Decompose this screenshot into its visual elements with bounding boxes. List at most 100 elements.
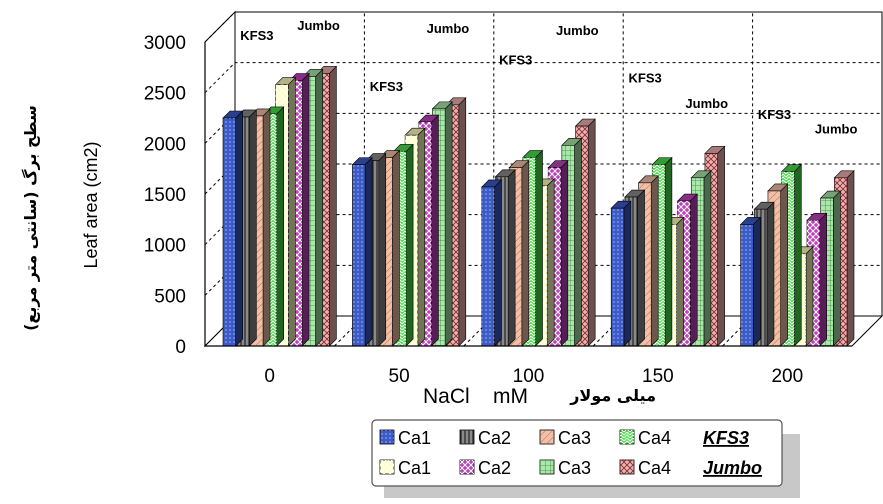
bar-side bbox=[249, 109, 257, 347]
y-gridline bbox=[204, 11, 882, 43]
bar-annotation: Jumbo bbox=[685, 96, 728, 111]
bar-annotation: KFS3 bbox=[499, 52, 532, 67]
bar-side bbox=[574, 137, 582, 347]
legend-swatch-pattern bbox=[540, 430, 554, 444]
bar-side bbox=[752, 216, 761, 347]
bar-side bbox=[507, 169, 516, 347]
legend-label: Ca1 bbox=[398, 458, 431, 478]
bar-side bbox=[794, 163, 802, 347]
x-tick-label: 0 bbox=[264, 366, 275, 387]
legend-label: Ca4 bbox=[638, 458, 671, 478]
bar bbox=[222, 110, 244, 347]
bar-annotation: KFS3 bbox=[240, 28, 273, 43]
x-tick-label: 200 bbox=[771, 366, 803, 387]
legend-swatch-pattern bbox=[380, 460, 394, 474]
legend-swatch-pattern bbox=[540, 460, 554, 474]
bar-side bbox=[676, 216, 684, 347]
bar-pattern bbox=[740, 224, 754, 346]
bar-side bbox=[703, 170, 712, 347]
bar-side bbox=[717, 145, 725, 347]
y-tick-label: 3000 bbox=[144, 33, 186, 54]
bar-side bbox=[405, 143, 414, 347]
legend-group-label: Jumbo bbox=[703, 458, 762, 478]
y-tick-labels: 0 500 1000 1500 2000 2500 3000 bbox=[144, 33, 186, 358]
bar bbox=[351, 156, 373, 347]
bar-annotation: KFS3 bbox=[628, 71, 661, 86]
y-axis-title-persian: سطح برگ (سانتی متر مربع) bbox=[21, 105, 40, 331]
bar-annotation: KFS3 bbox=[758, 107, 791, 122]
bar-annotation: Jumbo bbox=[556, 23, 599, 38]
bar-side bbox=[262, 108, 271, 347]
bar-side bbox=[329, 65, 337, 347]
x-tick-label: 50 bbox=[389, 366, 410, 387]
y-tick-label: 2500 bbox=[144, 84, 186, 105]
bar-side bbox=[364, 156, 373, 347]
bar-annotation: Jumbo bbox=[427, 21, 470, 36]
bar-side bbox=[521, 159, 530, 347]
y-tick-label: 0 bbox=[175, 337, 186, 358]
bar-annotation: Jumbo bbox=[815, 121, 858, 136]
y-gridline bbox=[204, 62, 882, 94]
bar-side bbox=[535, 149, 543, 347]
y-tick-label: 1500 bbox=[144, 185, 186, 206]
legend-label: Ca1 bbox=[398, 428, 431, 448]
bar-side bbox=[235, 110, 243, 347]
bar-side bbox=[766, 201, 775, 347]
bar-side bbox=[560, 159, 569, 347]
bar-pattern bbox=[611, 208, 624, 346]
legend-swatch-pattern bbox=[620, 430, 634, 444]
x-axis-title-persian: میلی مولار bbox=[569, 386, 656, 405]
x-tick-label: 150 bbox=[642, 366, 674, 387]
legend-label: Ca3 bbox=[558, 428, 591, 448]
x-tick-labels: 0 50 100 150 200 bbox=[264, 366, 803, 387]
legend-swatch-pattern bbox=[460, 460, 474, 474]
bar-pattern bbox=[223, 118, 236, 346]
legend: Ca1 Ca2 Ca3 Ca4 KFS3 Ca1 Ca2 Ca3 Ca4 Jumbo bbox=[371, 419, 800, 498]
y-axis-title: Leaf area (cm2) bbox=[81, 141, 101, 268]
bar-pattern bbox=[481, 186, 495, 346]
legend-label: Ca2 bbox=[478, 458, 511, 478]
bar-annotation: KFS3 bbox=[370, 79, 403, 94]
y-tick-label: 2000 bbox=[144, 134, 186, 155]
bar-side bbox=[444, 101, 453, 347]
bar-side bbox=[458, 97, 467, 347]
legend-label: Ca3 bbox=[558, 458, 591, 478]
bar-side bbox=[494, 179, 502, 347]
bar-side bbox=[587, 118, 596, 347]
bar-side bbox=[780, 183, 788, 347]
bar-side bbox=[833, 190, 841, 347]
legend-swatch-pattern bbox=[460, 430, 474, 444]
bar-annotation: Jumbo bbox=[297, 18, 340, 33]
x-tick-label: 100 bbox=[513, 366, 545, 387]
bar-side bbox=[546, 178, 555, 347]
legend-label: Ca4 bbox=[638, 428, 671, 448]
bar bbox=[739, 216, 761, 347]
bar-side bbox=[637, 189, 645, 347]
bar-side bbox=[805, 246, 814, 347]
bar-side bbox=[392, 149, 400, 347]
bar-side bbox=[378, 152, 387, 347]
bar bbox=[481, 179, 503, 347]
y-tick-label: 1000 bbox=[144, 236, 186, 257]
bar-side bbox=[846, 170, 855, 347]
bar-side bbox=[623, 200, 632, 347]
x-axis-title: NaCl mM bbox=[423, 385, 528, 408]
bar-side bbox=[664, 156, 673, 347]
legend-swatch-pattern bbox=[380, 430, 394, 444]
legend-swatch-pattern bbox=[620, 460, 634, 474]
bar-side bbox=[689, 193, 698, 347]
bar-side bbox=[288, 76, 296, 347]
bar-side bbox=[315, 68, 324, 347]
bar-pattern bbox=[352, 164, 366, 346]
bar-annotations: KFS3 Jumbo KFS3 Jumbo KFS3 Jumbo KFS3 Jumbo KFS3… bbox=[240, 18, 857, 136]
bar-side bbox=[819, 212, 827, 347]
legend-group-label: KFS3 bbox=[703, 428, 749, 448]
bar-side bbox=[650, 175, 659, 347]
y-tick-label: 500 bbox=[154, 286, 186, 307]
bar-side bbox=[276, 106, 284, 347]
bar-side bbox=[431, 114, 439, 347]
bars bbox=[204, 42, 855, 347]
bar-side bbox=[417, 127, 426, 347]
legend-label: Ca2 bbox=[478, 428, 511, 448]
